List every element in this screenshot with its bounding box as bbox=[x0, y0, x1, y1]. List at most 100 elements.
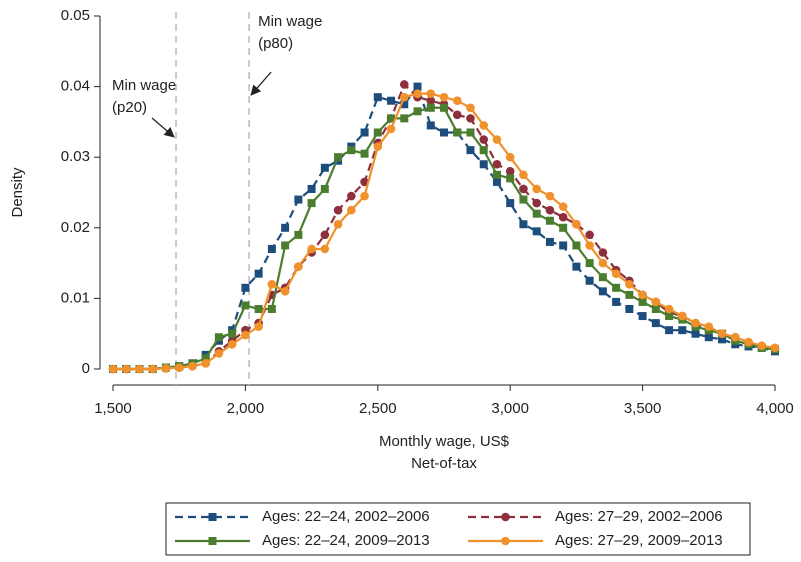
marker bbox=[717, 329, 727, 339]
marker bbox=[532, 209, 541, 218]
marker bbox=[413, 89, 422, 98]
legend-marker bbox=[208, 537, 217, 545]
marker bbox=[492, 177, 501, 186]
marker bbox=[532, 198, 541, 208]
marker bbox=[638, 290, 647, 300]
marker bbox=[214, 349, 224, 358]
marker bbox=[426, 89, 436, 98]
x-tick-label: 4,000 bbox=[756, 400, 794, 417]
marker bbox=[161, 363, 171, 373]
x-tick-label: 2,500 bbox=[359, 400, 397, 417]
annotation: Min wage bbox=[258, 13, 322, 30]
marker bbox=[294, 262, 303, 271]
marker bbox=[598, 273, 607, 282]
legend-label: Ages: 27–29, 2002–2006 bbox=[555, 508, 723, 525]
y-tick-label: 0 bbox=[82, 360, 90, 377]
marker bbox=[373, 128, 382, 137]
marker bbox=[453, 128, 462, 137]
marker bbox=[307, 184, 316, 193]
y-tick-label: 0.04 bbox=[61, 78, 90, 95]
marker bbox=[505, 152, 515, 162]
marker bbox=[373, 93, 382, 102]
marker bbox=[492, 159, 502, 169]
annotation: Min wage bbox=[112, 77, 176, 94]
marker bbox=[227, 339, 237, 349]
marker bbox=[452, 110, 462, 120]
marker bbox=[360, 149, 369, 158]
marker bbox=[174, 363, 184, 372]
marker bbox=[691, 329, 700, 338]
marker bbox=[347, 146, 356, 155]
marker bbox=[612, 283, 621, 292]
marker bbox=[241, 301, 250, 310]
marker bbox=[108, 364, 118, 374]
marker bbox=[413, 82, 422, 91]
marker bbox=[320, 230, 330, 240]
legend-marker bbox=[208, 513, 217, 521]
legend-marker bbox=[501, 536, 510, 546]
marker bbox=[704, 322, 714, 331]
marker bbox=[320, 163, 329, 172]
marker bbox=[479, 160, 488, 169]
marker bbox=[387, 96, 396, 105]
marker bbox=[598, 258, 608, 268]
marker bbox=[320, 244, 330, 254]
marker bbox=[559, 241, 568, 250]
marker bbox=[387, 114, 396, 123]
marker bbox=[294, 230, 303, 239]
marker bbox=[214, 333, 223, 342]
x-tick-label: 2,000 bbox=[227, 400, 265, 417]
series-line bbox=[113, 82, 776, 371]
marker bbox=[718, 335, 727, 344]
x-axis-label: Net-of-tax bbox=[411, 455, 477, 472]
marker bbox=[452, 96, 462, 106]
annotation: (p20) bbox=[112, 99, 147, 116]
marker bbox=[333, 219, 343, 229]
y-tick-label: 0.05 bbox=[61, 7, 90, 24]
marker bbox=[506, 199, 515, 208]
marker bbox=[228, 329, 237, 338]
marker bbox=[572, 219, 581, 229]
marker bbox=[188, 361, 197, 371]
marker bbox=[294, 195, 303, 204]
marker bbox=[611, 269, 621, 278]
marker bbox=[585, 241, 594, 250]
annotation: (p80) bbox=[258, 35, 293, 52]
marker bbox=[307, 199, 316, 208]
marker bbox=[638, 297, 647, 306]
marker bbox=[532, 184, 541, 194]
marker bbox=[519, 195, 528, 204]
marker bbox=[479, 135, 489, 144]
marker bbox=[665, 326, 674, 335]
marker bbox=[426, 121, 435, 130]
marker bbox=[625, 304, 634, 313]
marker bbox=[254, 322, 263, 331]
marker bbox=[585, 230, 594, 240]
marker bbox=[360, 128, 369, 137]
marker bbox=[241, 330, 250, 340]
marker bbox=[426, 103, 435, 112]
legend-box bbox=[165, 502, 751, 556]
marker bbox=[281, 223, 290, 232]
y-tick-label: 0.02 bbox=[61, 219, 90, 236]
x-tick-label: 1,500 bbox=[94, 400, 132, 417]
marker bbox=[440, 128, 448, 137]
marker bbox=[400, 114, 409, 123]
legend-label: Ages: 27–29, 2009–2013 bbox=[555, 532, 723, 549]
marker bbox=[598, 287, 607, 296]
legend-label: Ages: 22–24, 2009–2013 bbox=[262, 532, 430, 549]
marker bbox=[585, 259, 594, 268]
marker bbox=[558, 212, 568, 222]
marker bbox=[201, 359, 210, 368]
series bbox=[109, 82, 779, 373]
series-line bbox=[113, 84, 776, 371]
marker bbox=[440, 103, 448, 112]
marker bbox=[281, 241, 290, 250]
marker bbox=[519, 220, 528, 229]
marker bbox=[135, 364, 144, 374]
x-tick-label: 3,500 bbox=[624, 400, 662, 417]
marker bbox=[466, 103, 475, 113]
marker bbox=[757, 341, 767, 351]
marker bbox=[678, 311, 687, 321]
marker bbox=[399, 92, 409, 102]
